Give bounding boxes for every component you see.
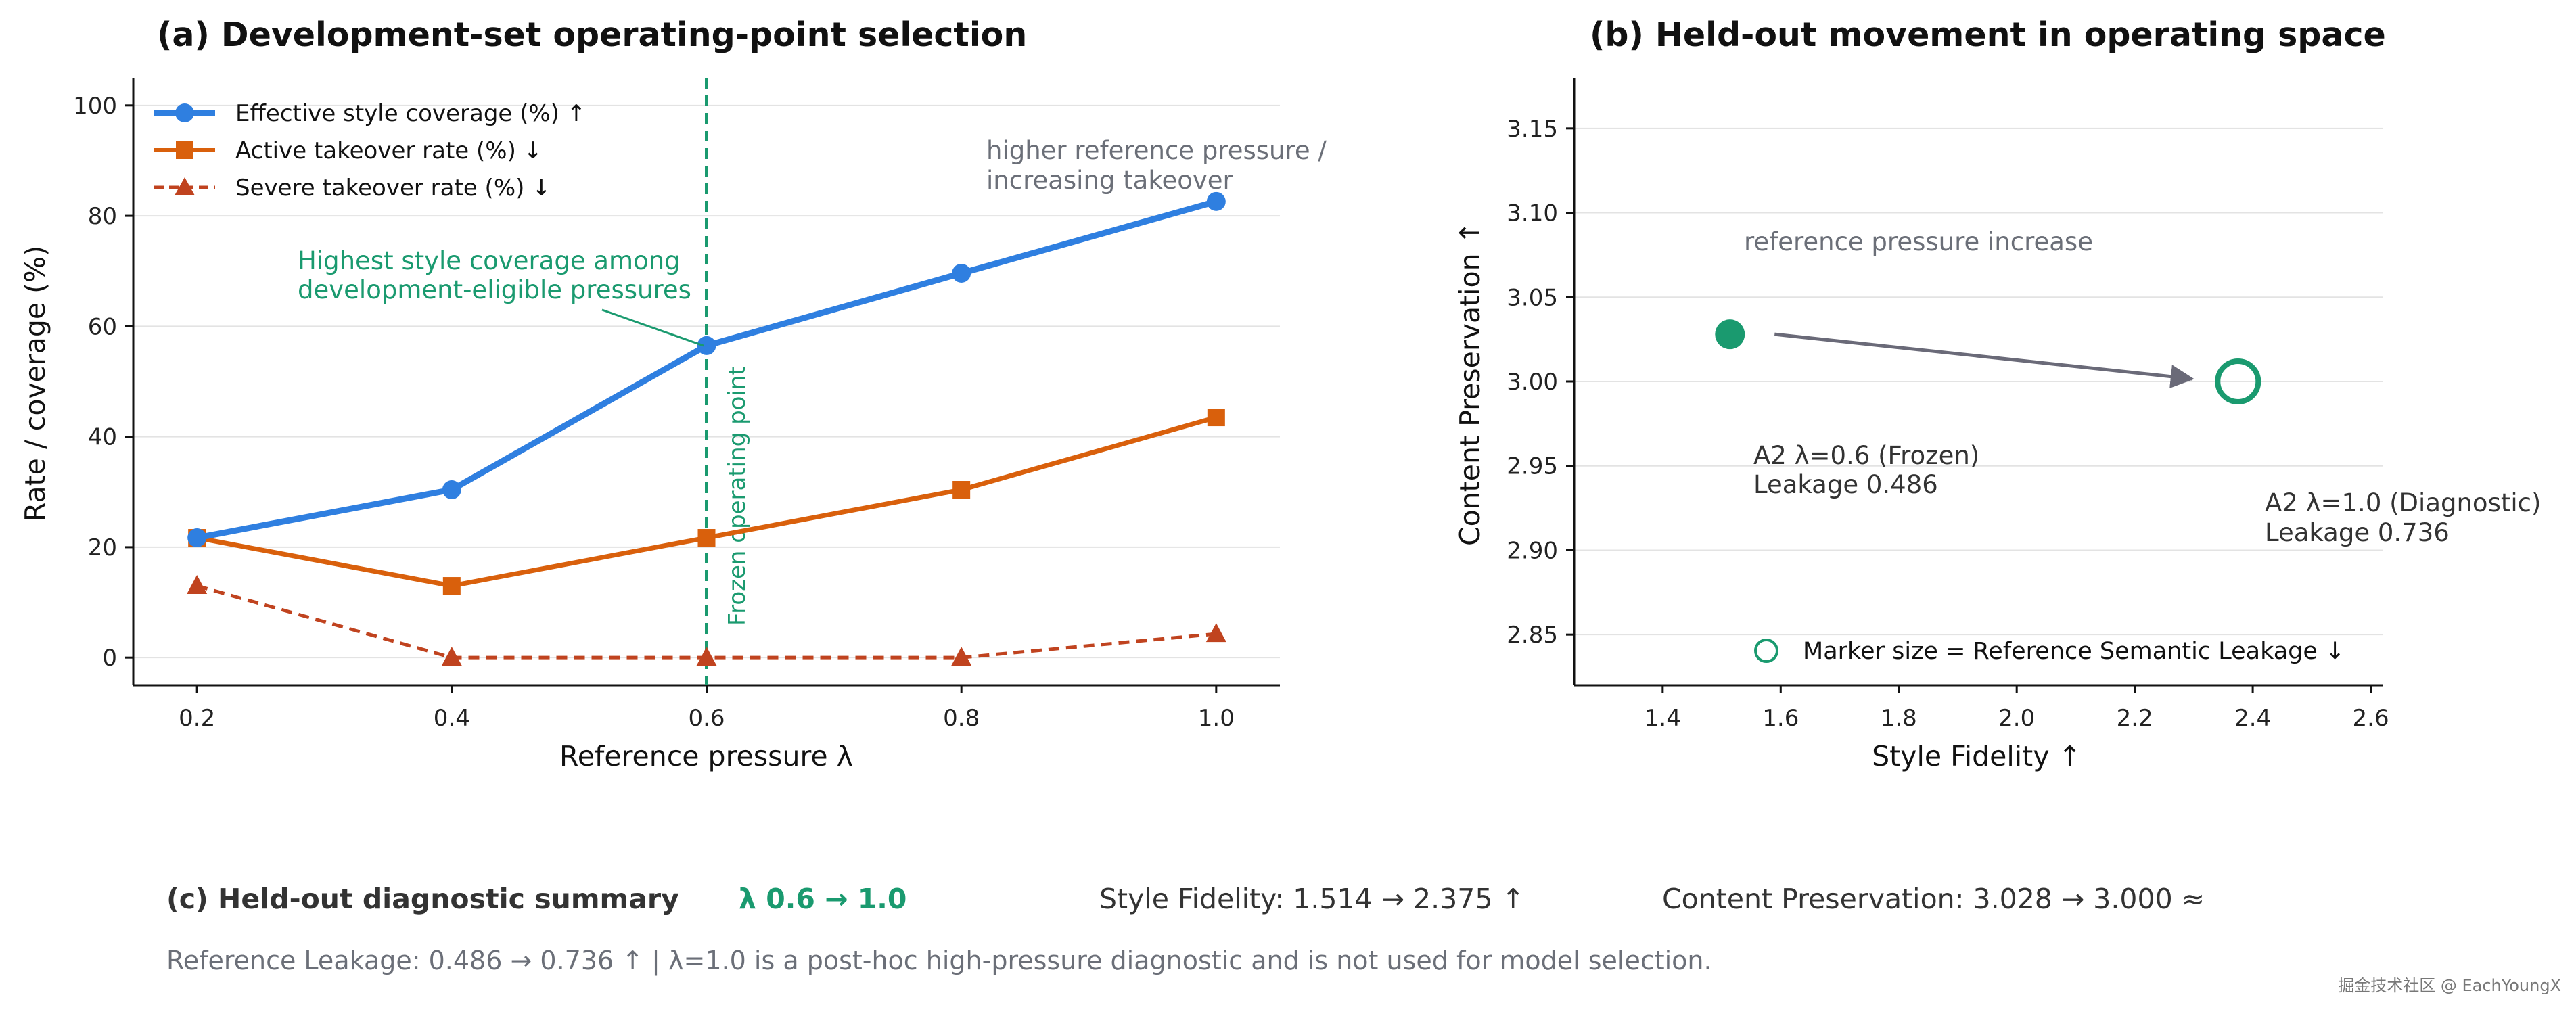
y-tick-label: 100 <box>73 93 117 120</box>
pressure-increase-arrow <box>1774 332 2194 389</box>
y-tick-label: 80 <box>88 203 117 230</box>
y-tick-label: 3.00 <box>1506 369 1558 396</box>
series-severe-point <box>187 575 208 595</box>
panel-a-legend: Effective style coverage (%) ↑ Active ta… <box>154 100 586 202</box>
panel-b-legend: Marker size = Reference Semantic Leakage… <box>1754 638 2345 665</box>
series-active-point <box>697 529 716 547</box>
series-active-point <box>952 481 971 499</box>
y-tick-label: 2.85 <box>1506 622 1558 649</box>
frozen-operating-point-label: Frozen operating point <box>724 366 751 626</box>
panel-c-footnote: Reference Leakage: 0.486 → 0.736 ↑ | λ=1… <box>166 946 1712 975</box>
x-tick-label: 1.6 <box>1762 705 1799 732</box>
panel-a-title: (a) Development-set operating-point sele… <box>157 16 1027 54</box>
panel-b-gridlines <box>1574 127 2383 636</box>
series-active-point <box>442 577 461 595</box>
y-tick-label: 3.15 <box>1506 116 1558 143</box>
y-tick-label: 3.05 <box>1506 284 1558 311</box>
highest-coverage-annotation: Highest style coverage among development… <box>298 246 691 304</box>
watermark: 掘金技术社区 @ EachYoungX <box>2338 976 2561 995</box>
series-severe-point <box>1205 623 1226 643</box>
panel-b-ticks: 2.85 2.90 2.95 3.00 3.05 3.10 3.15 1.4 1.6 1.8 2.0… <box>1506 116 2389 732</box>
x-tick-label: 2.4 <box>2234 705 2271 732</box>
series-severe-point <box>951 647 972 666</box>
series-coverage-point <box>442 480 461 500</box>
panel-a-ticks: 0 20 40 60 80 100 0.2 0.4 0.6 0.8 1.0 <box>73 93 1235 732</box>
x-tick-label: 0.6 <box>688 705 724 732</box>
panel-a-xlabel: Reference pressure λ <box>559 740 853 772</box>
x-tick-label: 0.8 <box>943 705 980 732</box>
frozen-point <box>1715 319 1745 350</box>
panel-b-xlabel: Style Fidelity ↑ <box>1872 740 2082 772</box>
pressure-increase-label: reference pressure increase <box>1744 227 2093 256</box>
panel-c-summary: (c) Held-out diagnostic summary λ 0.6 → … <box>166 883 2205 915</box>
x-tick-label: 1.4 <box>1644 705 1681 732</box>
series-severe-point <box>441 647 462 666</box>
series-coverage-point <box>1206 191 1226 211</box>
marker-size-legend: Marker size = Reference Semantic Leakage… <box>1803 638 2345 665</box>
panel-a-ylabel: Rate / coverage (%) <box>19 246 51 522</box>
panel-b-points <box>1715 319 2261 404</box>
hollow-circle-icon <box>1754 639 1778 663</box>
series-active-point <box>1207 409 1225 427</box>
y-tick-label: 60 <box>88 313 117 340</box>
series-severe-point <box>696 647 717 666</box>
square-marker-icon <box>176 141 193 159</box>
lambda-change: λ 0.6 → 1.0 <box>739 883 907 915</box>
content-preservation-summary: Content Preservation: 3.028 → 3.000 ≈ <box>1662 883 2205 915</box>
x-tick-label: 2.6 <box>2353 705 2389 732</box>
panel-a-series <box>187 191 1226 666</box>
x-tick-label: 1.0 <box>1198 705 1235 732</box>
frozen-point-label: A2 λ=0.6 (Frozen) Leakage 0.486 <box>1753 441 1987 499</box>
x-tick-label: 2.2 <box>2117 705 2153 732</box>
y-tick-label: 0 <box>102 645 117 672</box>
y-tick-label: 40 <box>88 424 117 451</box>
circle-marker-icon <box>175 103 194 122</box>
panel-c-heading: (c) Held-out diagnostic summary <box>166 883 679 915</box>
legend-item-coverage: Effective style coverage (%) ↑ <box>154 100 586 127</box>
series-coverage-point <box>952 263 971 283</box>
diagnostic-point <box>2215 358 2261 404</box>
panel-b-title: (b) Held-out movement in operating space <box>1590 16 2386 54</box>
legend-label-active: Active takeover rate (%) ↓ <box>235 137 543 164</box>
y-tick-label: 2.95 <box>1506 453 1558 480</box>
y-tick-label: 20 <box>88 534 117 561</box>
style-fidelity-summary: Style Fidelity: 1.514 → 2.375 ↑ <box>1099 883 1525 915</box>
y-tick-label: 2.90 <box>1506 537 1558 564</box>
x-tick-label: 2.0 <box>1998 705 2035 732</box>
series-coverage-point <box>697 336 716 355</box>
triangle-marker-icon <box>175 177 195 195</box>
legend-item-severe: Severe takeover rate (%) ↓ <box>154 175 551 202</box>
higher-pressure-annotation: higher reference pressure / increasing t… <box>986 136 1335 195</box>
series-coverage-point <box>187 528 207 548</box>
legend-label-coverage: Effective style coverage (%) ↑ <box>235 100 586 127</box>
y-tick-label: 3.10 <box>1506 200 1558 227</box>
x-tick-label: 1.8 <box>1881 705 1917 732</box>
highest-coverage-pointer <box>601 308 704 347</box>
diagnostic-point-label: A2 λ=1.0 (Diagnostic) Leakage 0.736 <box>2265 488 2549 547</box>
legend-item-active: Active takeover rate (%) ↓ <box>154 137 543 164</box>
legend-label-severe: Severe takeover rate (%) ↓ <box>235 175 551 202</box>
x-tick-label: 0.2 <box>179 705 215 732</box>
panel-b-ylabel: Content Preservation ↑ <box>1454 221 1486 546</box>
x-tick-label: 0.4 <box>434 705 470 732</box>
